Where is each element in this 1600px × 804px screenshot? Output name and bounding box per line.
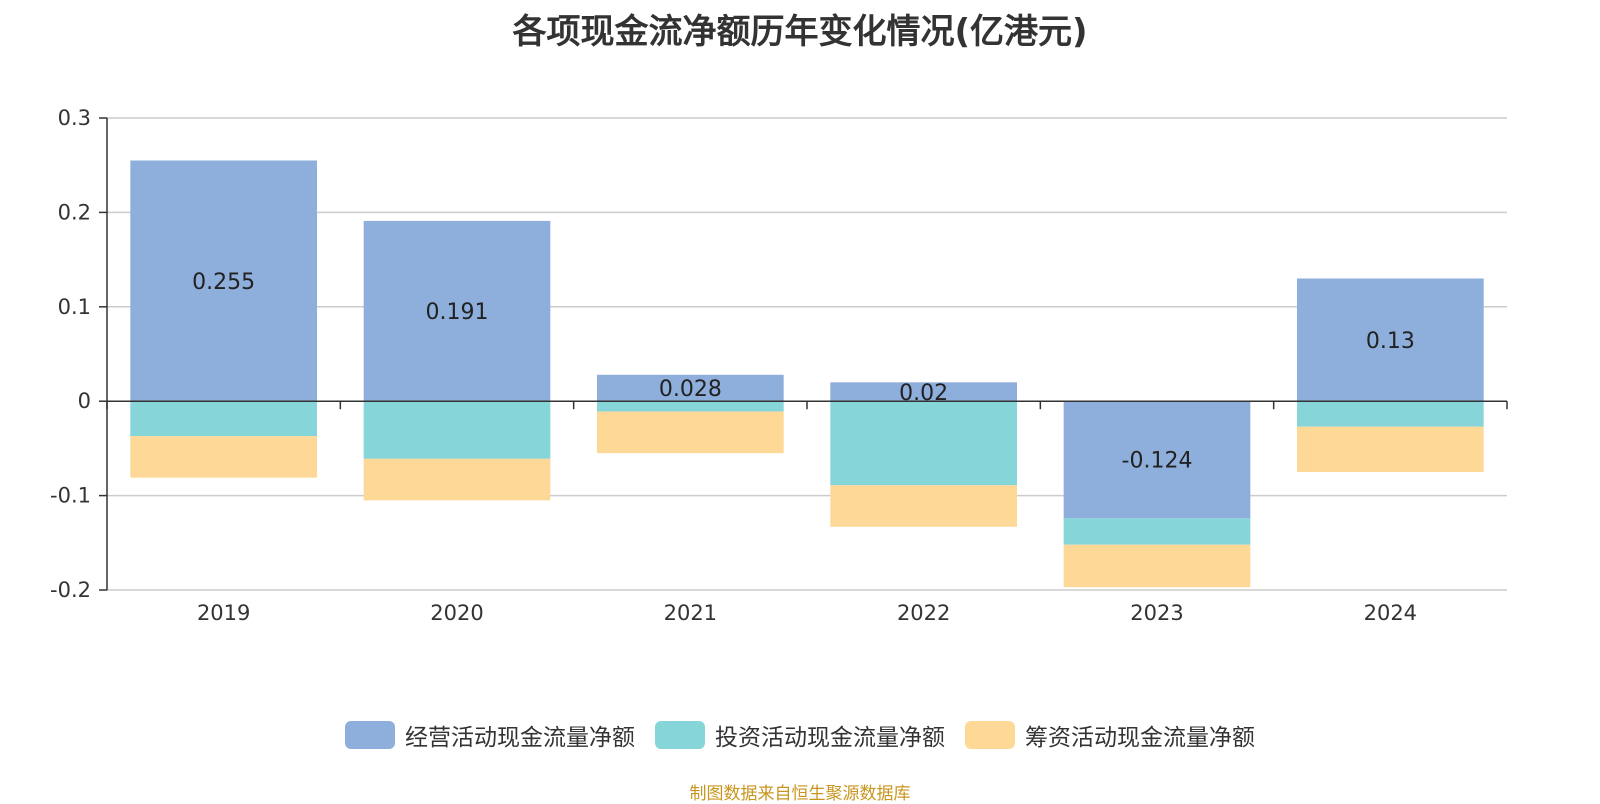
bar-financing-2023[interactable] — [1063, 544, 1251, 588]
legend-item-operating[interactable]: 经营活动现金流量净额 — [345, 718, 635, 752]
bar-investing-2022[interactable] — [830, 401, 1017, 486]
data-label-2019: 0.255 — [192, 270, 255, 295]
data-label-2022: 0.02 — [899, 381, 948, 406]
legend-label-operating: 经营活动现金流量净额 — [405, 725, 635, 751]
legend-label-financing: 筹资活动现金流量净额 — [1025, 725, 1255, 751]
bar-financing-2024[interactable] — [1297, 426, 1484, 472]
y-tick-label: 0.1 — [58, 295, 91, 319]
bar-financing-2021[interactable] — [597, 411, 784, 454]
x-tick-label: 2019 — [197, 601, 250, 625]
legend-item-investing[interactable]: 投资活动现金流量净额 — [655, 718, 945, 752]
bar-operating-2021[interactable] — [597, 374, 784, 402]
legend-swatch-operating — [345, 721, 395, 749]
y-tick-label: 0 — [78, 389, 91, 413]
bar-operating-2019[interactable] — [130, 160, 317, 402]
legend: 经营活动现金流量净额 投资活动现金流量净额 筹资活动现金流量净额 — [0, 718, 1600, 752]
x-tick-label: 2024 — [1364, 601, 1417, 625]
bar-investing-2024[interactable] — [1297, 401, 1484, 427]
legend-swatch-financing — [965, 721, 1015, 749]
bar-operating-2022[interactable] — [830, 382, 1017, 402]
y-tick-label: -0.2 — [50, 578, 91, 602]
bar-investing-2020[interactable] — [363, 401, 551, 459]
y-tick-label: 0.3 — [58, 106, 91, 130]
bar-financing-2022[interactable] — [830, 485, 1017, 527]
data-source-note: 制图数据来自恒生聚源数据库 — [689, 784, 911, 804]
data-label-2021: 0.028 — [659, 377, 722, 402]
chart-plot: 0.3 0.2 0.1 0 -0.1 -0.2 0.255 2019 0.191 2020 0.02… — [50, 106, 1508, 625]
bar-operating-2020[interactable] — [363, 220, 551, 402]
x-tick-label: 2022 — [897, 601, 950, 625]
y-tick-label: 0.2 — [58, 200, 91, 224]
bar-financing-2019[interactable] — [130, 436, 317, 478]
legend-item-financing[interactable]: 筹资活动现金流量净额 — [965, 718, 1255, 752]
bar-financing-2020[interactable] — [363, 458, 551, 501]
y-tick-label: -0.1 — [50, 484, 91, 508]
x-tick-label: 2023 — [1130, 601, 1183, 625]
bar-operating-2023[interactable] — [1063, 401, 1251, 519]
chart-title: 各项现金流净额历年变化情况(亿港元) — [512, 12, 1088, 52]
x-tick-label: 2020 — [430, 601, 483, 625]
data-label-2024: 0.13 — [1366, 329, 1415, 354]
bar-investing-2023[interactable] — [1063, 518, 1251, 545]
bar-investing-2019[interactable] — [130, 401, 317, 437]
data-label-2020: 0.191 — [426, 300, 489, 325]
bar-investing-2021[interactable] — [597, 401, 784, 412]
legend-swatch-investing — [655, 721, 705, 749]
legend-label-investing: 投资活动现金流量净额 — [715, 725, 945, 751]
x-tick-label: 2021 — [664, 601, 717, 625]
data-label-2023: -0.124 — [1122, 449, 1193, 474]
bar-operating-2024[interactable] — [1297, 278, 1484, 402]
